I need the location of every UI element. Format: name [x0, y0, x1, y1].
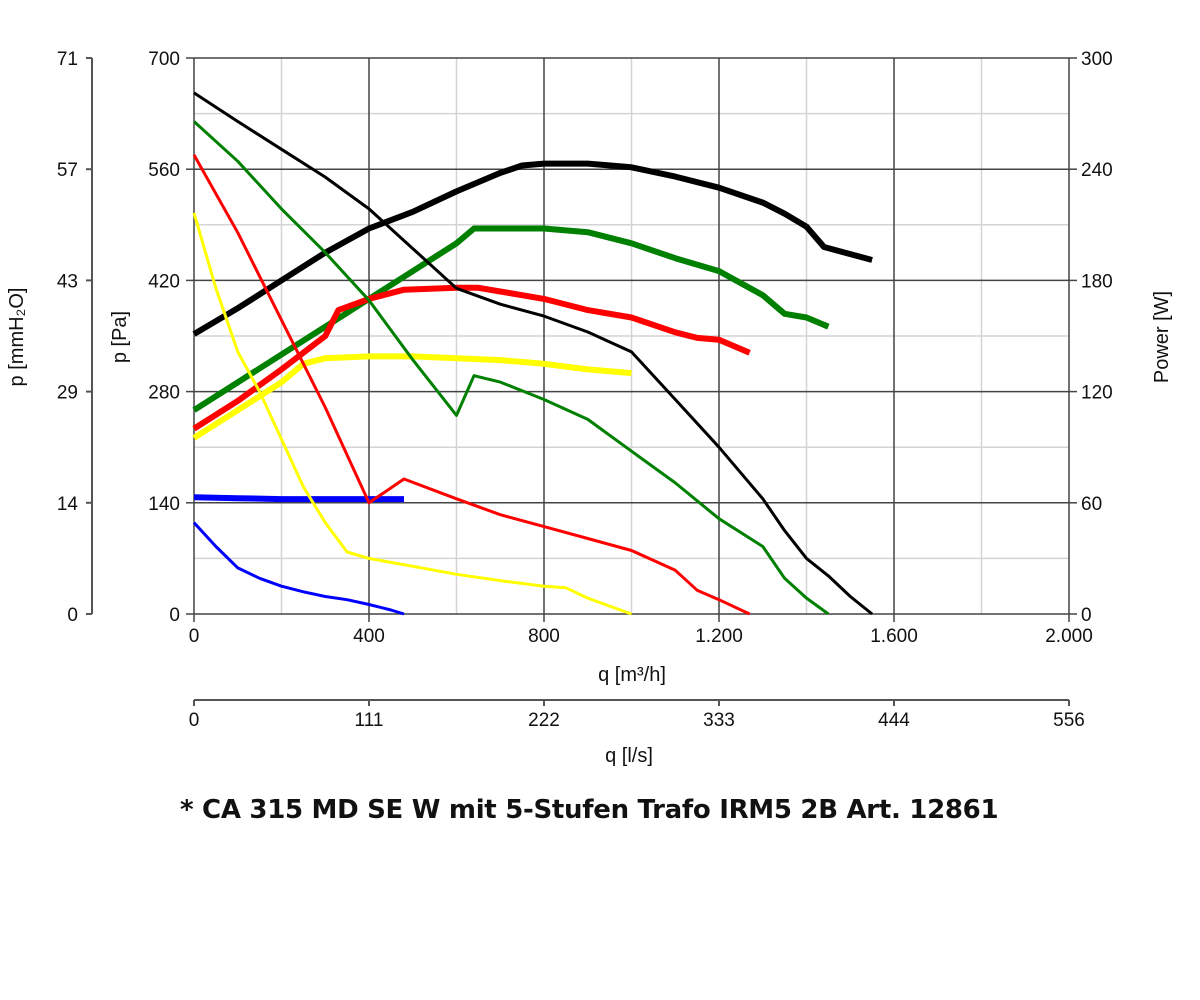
x-tick-label: 0: [189, 626, 200, 647]
series-line-pressure-stage-yellow: [192, 212, 633, 616]
y-axis-right-title: Power [W]: [1151, 291, 1173, 383]
y-right-tick-label: 180: [1081, 271, 1113, 292]
y-secondary-tick-label: 14: [57, 494, 79, 515]
series-line-power-stage-yellow: [192, 353, 632, 441]
y-right-tick-label: 240: [1081, 160, 1113, 181]
y-secondary-tick-label: 43: [57, 271, 78, 292]
x-tick-label: 1.600: [870, 626, 918, 647]
x-secondary-tick-label: 444: [878, 710, 910, 731]
x-secondary-tick-label: 111: [355, 710, 384, 731]
x-axis-secondary-title: q [l/s]: [605, 745, 653, 767]
y-axis-secondary-title: p [mmH₂O]: [6, 288, 28, 387]
series-line-pressure-stage-blue: [192, 521, 405, 616]
y-secondary-tick-label: 71: [57, 49, 78, 70]
series-line-pressure-stage-red: [192, 154, 751, 616]
y-tick-label: 140: [148, 494, 180, 515]
y-secondary-tick-label: 29: [57, 383, 78, 404]
x-tick-label: 1.200: [695, 626, 743, 647]
y-tick-label: 420: [148, 271, 180, 292]
y-tick-label: 560: [148, 160, 180, 181]
x-secondary-tick-label: 222: [528, 710, 560, 731]
y-tick-label: 0: [169, 605, 180, 626]
x-tick-label: 400: [353, 626, 385, 647]
y-axis-title: p [Pa]: [109, 311, 131, 363]
x-secondary-tick-label: 0: [189, 710, 200, 731]
x-secondary-tick-label: 556: [1053, 710, 1085, 731]
series-line-power-stage-black: [192, 160, 873, 337]
y-tick-label: 280: [148, 383, 180, 404]
x-secondary-tick-label: 333: [703, 710, 735, 731]
series-line-pressure-stage-black: [193, 91, 874, 616]
y-secondary-tick-label: 57: [57, 160, 78, 181]
x-tick-label: 800: [528, 626, 560, 647]
y-right-tick-label: 300: [1081, 49, 1113, 70]
axes: [86, 57, 1077, 706]
series-line-pressure-stage-green: [192, 120, 830, 616]
y-right-tick-label: 120: [1081, 383, 1113, 404]
x-axis-title: q [m³/h]: [598, 664, 666, 686]
tick-labels: 0 140 280 420 560 700 0 60 120 180 240 300 0 14 29 43 57…: [57, 49, 1113, 731]
series-line-power-stage-red: [192, 284, 751, 432]
x-tick-label: 2.000: [1045, 626, 1093, 647]
y-right-tick-label: 0: [1081, 605, 1092, 626]
y-right-tick-label: 60: [1081, 494, 1102, 515]
data-series: [192, 91, 874, 616]
y-secondary-tick-label: 0: [67, 605, 78, 626]
footnote: * CA 315 MD SE W mit 5-Stufen Trafo IRM5…: [180, 795, 999, 825]
y-tick-label: 700: [148, 49, 180, 70]
series-line-power-stage-green: [192, 225, 830, 413]
